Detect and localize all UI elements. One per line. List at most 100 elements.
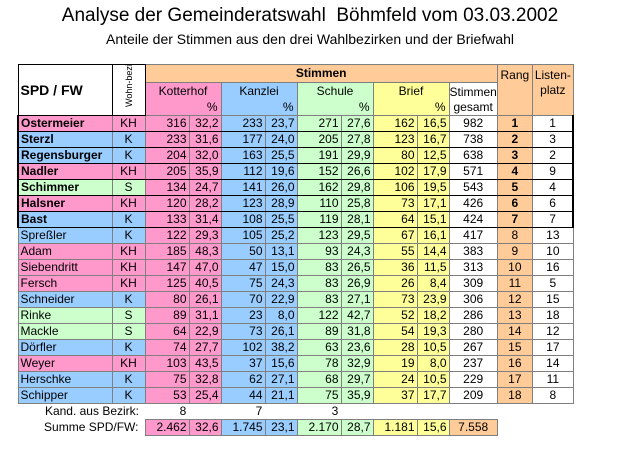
rank-cell: 3 [496, 147, 533, 164]
schule-votes: 162 [296, 179, 342, 196]
candidate-name: Bast [17, 211, 113, 228]
table-row: Rinke S 89 31,1 23 8,0 122 42,7 52 18,2 286 13 18 [17, 307, 574, 324]
kotterhof-votes: 120 [144, 195, 190, 212]
brief-pct-label: % [434, 100, 446, 114]
kanzlei-pct: 25,5 [264, 211, 298, 228]
kotterhof-pct: 43,5 [188, 355, 222, 372]
summe-schule-pct: 28,7 [340, 419, 374, 436]
brief-votes: 54 [372, 323, 418, 340]
brief-pct: 19,5 [416, 179, 450, 196]
schule-pct: 27,1 [340, 291, 374, 308]
table-row: Ostermeier KH 316 32,2 233 23,7 271 27,6 162 16,5… [17, 115, 575, 132]
kotterhof-votes: 64 [144, 323, 190, 340]
candidate-name: Spreßler [17, 227, 113, 244]
brief-votes: 36 [372, 259, 418, 276]
wohnbezirk-cell: S [111, 307, 146, 324]
brief-pct: 16,5 [416, 115, 450, 132]
kotterhof-pct: 22,9 [188, 323, 222, 340]
summe-kotterhof-pct: 32,6 [188, 419, 222, 436]
schule-votes: 271 [296, 115, 342, 132]
summe-schule: 2.170 [296, 419, 342, 436]
kanzlei-pct: 38,2 [264, 339, 298, 356]
total-votes: 309 [448, 275, 498, 292]
schule-pct: 25,8 [340, 195, 374, 212]
brief-pct: 8,0 [416, 355, 450, 372]
wohnbezirk-cell: K [111, 339, 146, 356]
kotterhof-header: Kotterhof % [144, 82, 222, 116]
kand-label: Kand. aus Bezirk: [44, 404, 139, 419]
schule-label: Schule [316, 84, 354, 98]
schule-votes: 83 [296, 291, 342, 308]
gesamt-header: Stimmen gesamt [448, 82, 498, 116]
kanzlei-pct: 15,6 [264, 355, 298, 372]
candidate-name: Fersch [17, 275, 113, 292]
kotterhof-votes: 185 [144, 243, 190, 260]
schule-votes: 68 [296, 371, 342, 388]
kanzlei-votes: 108 [220, 211, 266, 228]
rank-cell: 1 [496, 115, 533, 132]
page-subtitle: Anteile der Stimmen aus den drei Wahlbez… [105, 31, 515, 47]
results-body: Ostermeier KH 316 32,2 233 23,7 271 27,6 162 16,5… [17, 115, 575, 404]
kanzlei-pct: 25,2 [264, 227, 298, 244]
kanzlei-votes: 23 [220, 307, 266, 324]
summe-gesamt: 7.558 [448, 419, 498, 436]
table-row: Schneider K 80 26,1 70 22,9 83 27,1 73 23,9 306 12 1… [17, 291, 574, 308]
candidate-name: Siebendritt [17, 259, 113, 276]
table-row: Herschke K 75 32,8 62 27,1 68 29,7 24 10,5 229 17 11 [17, 371, 574, 388]
kanzlei-pct: 26,1 [264, 323, 298, 340]
table-row: Regensburger K 204 32,0 163 25,5 191 29,9 80 12,5… [17, 147, 575, 164]
kotterhof-votes: 53 [144, 387, 190, 404]
kotterhof-pct: 40,5 [188, 275, 222, 292]
table-row: Adam KH 185 48,3 50 13,1 93 24,3 55 14,4 383 9 10 [17, 243, 574, 260]
wohnbezirk-cell: K [111, 227, 146, 244]
schule-votes: 83 [296, 259, 342, 276]
kanzlei-pct-label: % [282, 100, 294, 114]
summe-kanzlei: 1.745 [220, 419, 266, 436]
wohnbezirk-cell: KH [111, 275, 146, 292]
table-row: Schimmer S 134 24,7 141 26,0 162 29,8 106 19,5 543… [17, 179, 575, 196]
schule-votes: 119 [296, 211, 342, 228]
brief-pct: 17,9 [416, 163, 450, 180]
total-votes: 229 [448, 371, 498, 388]
brief-votes: 123 [372, 131, 418, 148]
rank-cell: 15 [496, 339, 533, 356]
schule-pct: 28,1 [340, 211, 374, 228]
brief-pct: 17,7 [416, 387, 450, 404]
brief-label: Brief [398, 84, 424, 98]
list-position: 1 [531, 115, 575, 132]
list-position: 6 [531, 195, 575, 212]
summe-brief: 1.181 [372, 419, 418, 436]
kotterhof-votes: 89 [144, 307, 190, 324]
rank-cell: 9 [496, 243, 533, 260]
brief-votes: 73 [372, 291, 418, 308]
schule-pct-label: % [358, 100, 370, 114]
kanzlei-votes: 105 [220, 227, 266, 244]
kanzlei-pct: 24,0 [264, 131, 298, 148]
kotterhof-pct: 31,4 [188, 211, 222, 228]
list-position: 17 [531, 339, 574, 356]
candidate-name: Sterzl [17, 131, 113, 148]
wohnbezirk-cell: KH [111, 195, 146, 212]
kand-kotterhof: 8 [179, 404, 187, 418]
wohnbezirk-cell: K [111, 291, 146, 308]
brief-votes: 106 [372, 179, 418, 196]
rank-cell: 10 [496, 259, 533, 276]
brief-pct: 11,5 [416, 259, 450, 276]
schule-pct: 32,9 [340, 355, 374, 372]
kotterhof-votes: 74 [144, 339, 190, 356]
brief-votes: 19 [372, 355, 418, 372]
schule-pct: 35,9 [340, 387, 374, 404]
kotterhof-votes: 233 [144, 131, 190, 148]
schule-votes: 83 [296, 275, 342, 292]
kanzlei-pct: 23,7 [264, 115, 298, 132]
candidate-name: Rinke [17, 307, 113, 324]
summe-label: Summe SPD/FW: [44, 420, 139, 434]
brief-votes: 52 [372, 307, 418, 324]
kanzlei-pct: 13,1 [264, 243, 298, 260]
table-row: Spreßler K 122 29,3 105 25,2 123 29,5 67 16,1 417 8… [17, 227, 574, 244]
brief-pct: 15,1 [416, 211, 450, 228]
brief-pct: 8,4 [416, 275, 450, 292]
schule-pct: 42,7 [340, 307, 374, 324]
wohnbezirk-header: Wohn-bezirk [111, 64, 146, 116]
schule-votes: 123 [296, 227, 342, 244]
